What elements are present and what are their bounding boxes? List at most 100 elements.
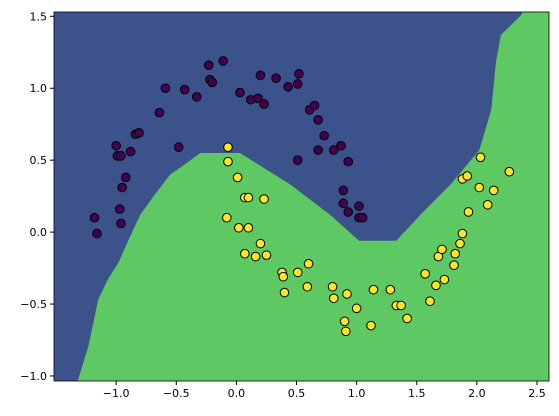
point (134, 128, 144, 138)
y-tick-label: 1.5 (30, 10, 48, 23)
point (223, 142, 233, 153)
x-tick-label: 0.5 (288, 387, 306, 400)
point (223, 156, 233, 167)
point (111, 140, 121, 151)
point (292, 155, 303, 165)
point (261, 250, 272, 260)
point (278, 271, 289, 282)
point (221, 212, 232, 223)
point (457, 228, 468, 239)
point (368, 284, 379, 295)
y-tick-label: 0.0 (30, 226, 48, 239)
point (302, 281, 313, 292)
point (366, 320, 376, 331)
point (420, 269, 430, 279)
point (504, 166, 515, 177)
point (259, 194, 269, 204)
point (342, 289, 352, 299)
point (191, 92, 202, 102)
point (354, 201, 364, 212)
x-tick-label: 1.5 (408, 387, 426, 400)
point (343, 156, 354, 167)
point (439, 274, 450, 285)
point (338, 198, 349, 209)
point (455, 238, 465, 249)
point (385, 284, 396, 295)
point (232, 172, 243, 183)
plot-frame (53, 11, 550, 382)
point (255, 70, 266, 81)
point (437, 244, 447, 255)
point (303, 258, 314, 269)
point (218, 56, 228, 66)
point (173, 142, 184, 153)
point (336, 140, 346, 151)
point (292, 79, 303, 89)
point (283, 82, 293, 92)
point (116, 218, 126, 229)
point (328, 145, 339, 155)
point (243, 192, 254, 203)
point (482, 199, 493, 210)
point (474, 182, 485, 193)
point (357, 212, 368, 223)
decision-region (77, 12, 549, 381)
point (253, 93, 263, 104)
point (250, 251, 261, 262)
point (117, 182, 127, 193)
point (116, 151, 126, 161)
point (259, 99, 269, 109)
point (154, 107, 165, 118)
y-tick-label: 0.5 (30, 154, 48, 167)
point (160, 83, 171, 94)
point (475, 152, 486, 163)
point (114, 204, 125, 214)
point (313, 145, 323, 155)
point (92, 228, 102, 239)
point (203, 60, 214, 71)
point (319, 130, 329, 141)
point (425, 296, 435, 306)
point (233, 222, 244, 233)
x-tick-label: 2.5 (528, 387, 546, 400)
point (125, 146, 136, 157)
point (449, 260, 459, 270)
y-tick-label: −0.5 (20, 298, 47, 311)
point (343, 207, 354, 217)
y-tick-label: 1.0 (30, 82, 48, 95)
x-tick-label: 1.0 (348, 387, 366, 400)
point (120, 172, 131, 183)
x-tick-label: −0.5 (163, 387, 190, 400)
point (488, 185, 499, 196)
point (89, 212, 100, 223)
x-tick-label: −1.0 (103, 387, 130, 400)
point (255, 238, 266, 249)
point (463, 207, 474, 217)
point (235, 87, 245, 98)
point (450, 248, 461, 259)
point (339, 316, 350, 327)
point (279, 287, 290, 298)
point (207, 77, 218, 88)
point (179, 84, 190, 95)
point (351, 303, 362, 314)
x-tick-label: 2.0 (468, 387, 486, 400)
point (338, 185, 349, 196)
y-tick-label: −1.0 (20, 370, 47, 383)
point (243, 222, 254, 233)
point (309, 100, 320, 111)
point (341, 326, 351, 337)
point (402, 313, 412, 324)
point (396, 300, 406, 311)
point (327, 281, 338, 292)
point (240, 248, 250, 259)
x-tick-label: 0.0 (228, 387, 246, 400)
point (313, 115, 323, 125)
point (294, 69, 304, 79)
point (292, 267, 303, 278)
point (328, 293, 339, 304)
point (431, 280, 441, 291)
point (271, 73, 281, 83)
point (462, 171, 473, 181)
